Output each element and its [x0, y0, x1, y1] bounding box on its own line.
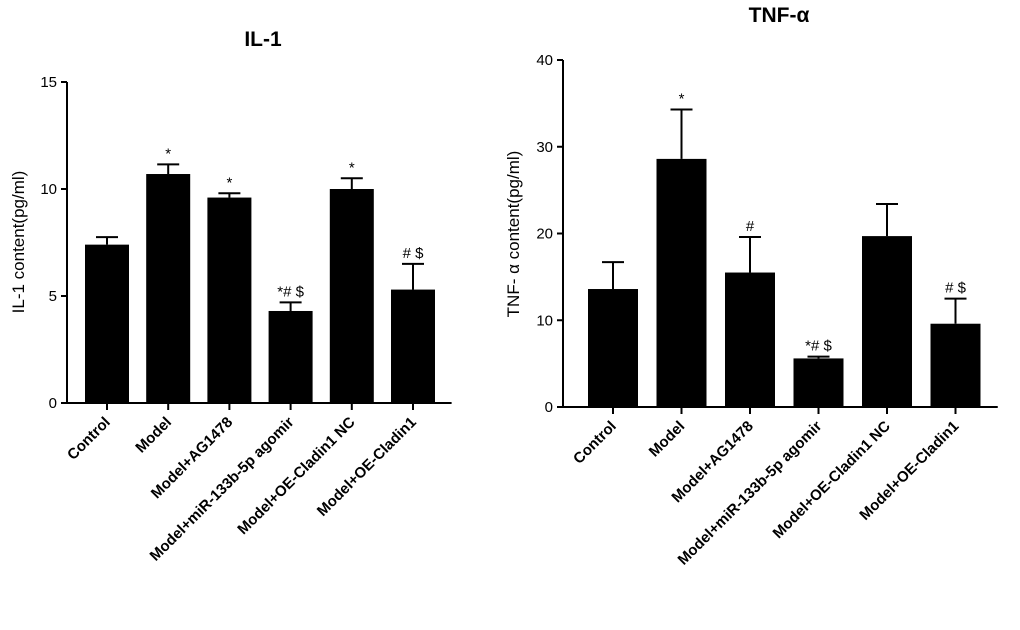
x-tick-label: Model+OE-Cladin1 NC	[234, 414, 358, 538]
y-tick-label: 10	[40, 181, 57, 198]
bar	[588, 289, 638, 407]
y-axis-label: TNF- α content(pg/ml)	[504, 151, 523, 318]
significance-label: #	[746, 218, 755, 235]
x-tick-label: Model+miR-133b-5p agomir	[675, 418, 826, 569]
significance-label: *	[349, 159, 355, 176]
bar	[930, 323, 981, 407]
y-tick-label: 0	[545, 399, 553, 416]
y-tick-label: 40	[536, 52, 553, 69]
significance-label: # $	[945, 280, 967, 297]
bar	[329, 189, 374, 403]
y-tick-label: 15	[40, 74, 57, 91]
bar	[391, 289, 435, 403]
significance-label: *# $	[277, 283, 304, 300]
bar	[862, 236, 912, 407]
bar	[146, 174, 191, 403]
y-axis-label: IL-1 content(pg/ml)	[9, 171, 28, 314]
bar	[793, 358, 844, 407]
chart-2: TNF-α TNF- α content(pg/ml) 0 10 20 30 40 Contr…	[504, 4, 998, 569]
y-tick-label: 5	[49, 288, 57, 305]
chart-title: TNF-α	[749, 4, 810, 27]
chart-1: IL-1 IL-1 content(pg/ml) 0 5 10 15 Control * Mod…	[9, 28, 452, 565]
bar	[85, 244, 129, 403]
significance-label: # $	[403, 245, 425, 262]
x-tick-label: Model	[132, 414, 175, 457]
significance-label: *# $	[805, 338, 832, 355]
x-tick-label: Model+OE-Cladin1 NC	[770, 418, 894, 542]
chart-title: IL-1	[244, 28, 282, 51]
bar	[268, 310, 313, 403]
bar	[725, 272, 775, 407]
y-tick-label: 10	[536, 312, 553, 329]
bar	[207, 197, 252, 403]
x-tick-label: Control	[64, 414, 114, 464]
bar	[656, 158, 707, 407]
y-tick-label: 20	[536, 226, 553, 243]
significance-label: *	[165, 145, 171, 162]
significance-label: *	[679, 90, 685, 107]
y-tick-label: 0	[49, 395, 57, 412]
significance-label: *	[226, 174, 232, 191]
y-tick-label: 30	[536, 139, 553, 156]
x-tick-label: Model	[646, 418, 689, 461]
x-tick-label: Control	[570, 418, 620, 468]
